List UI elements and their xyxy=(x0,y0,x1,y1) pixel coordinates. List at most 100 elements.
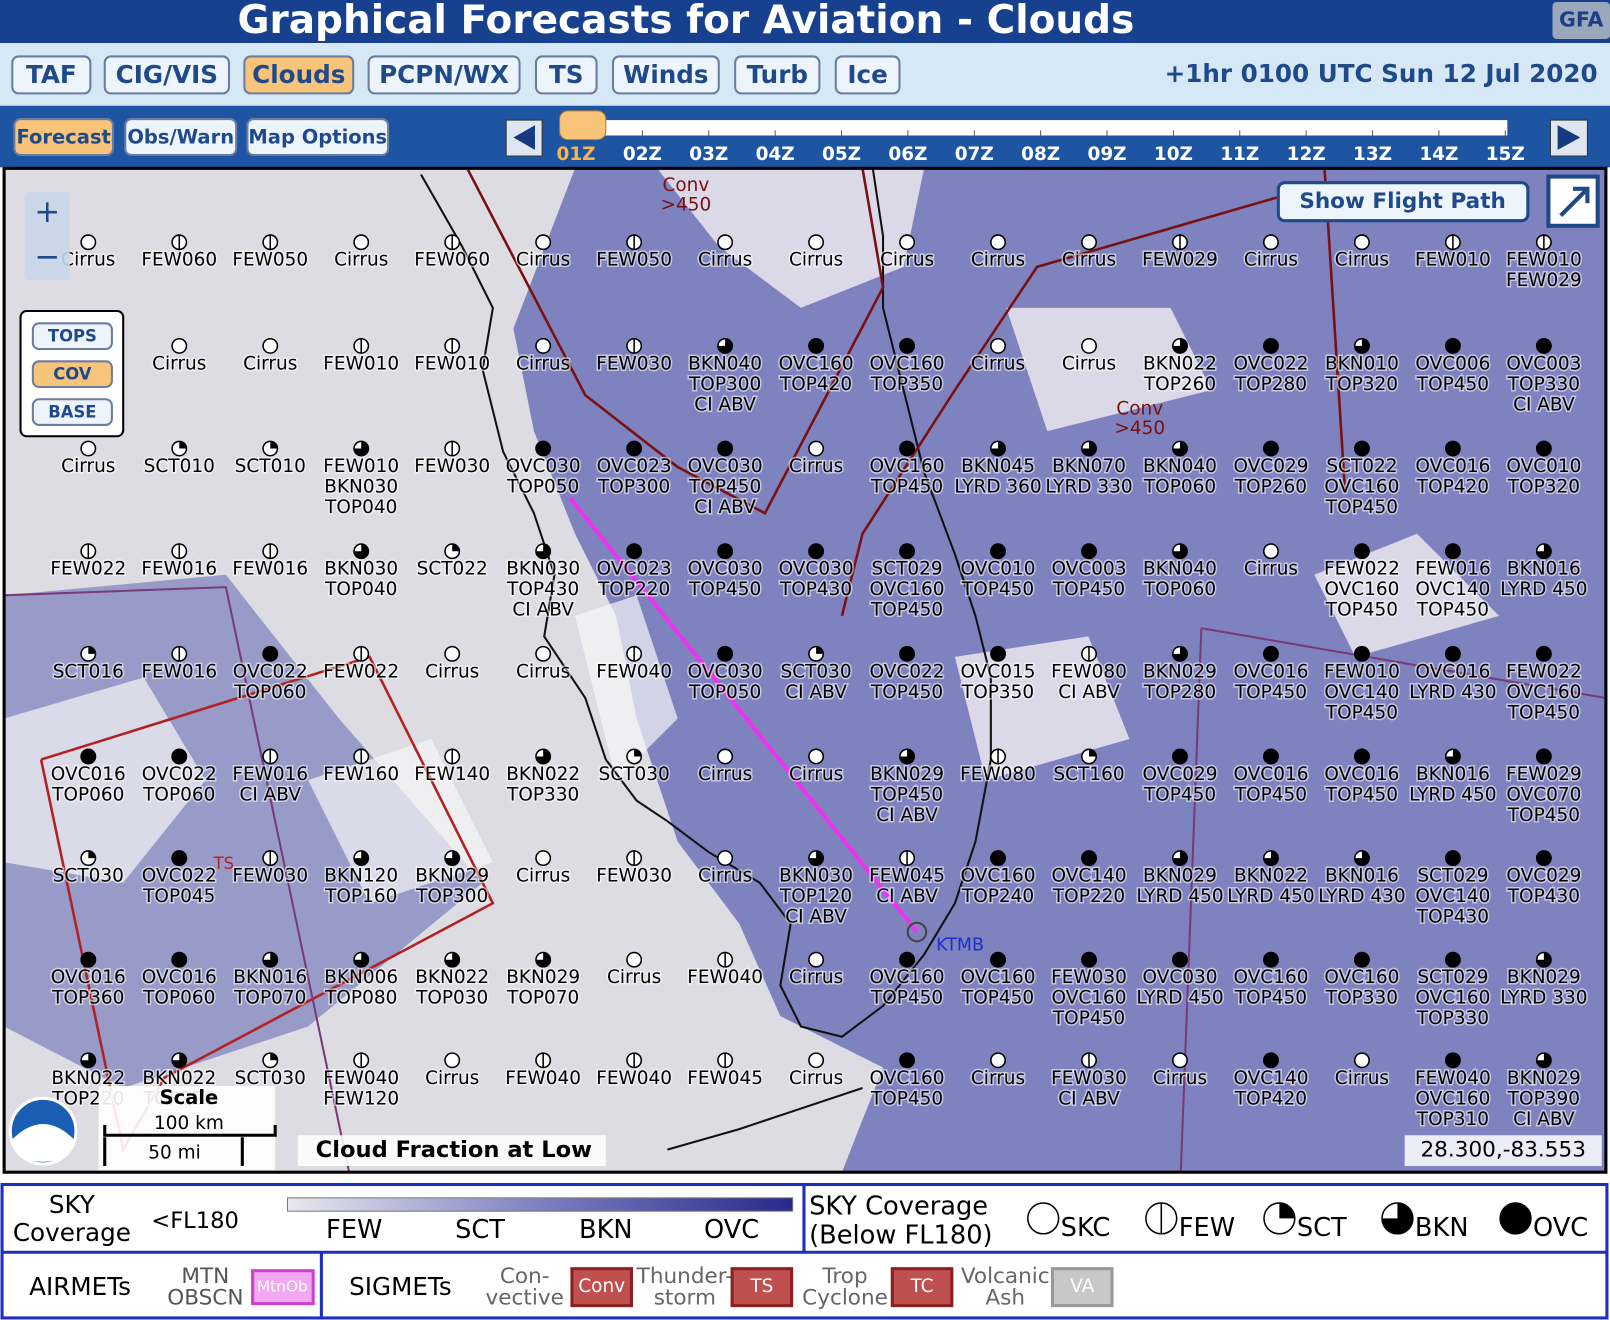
station-label: TOP430 xyxy=(779,579,852,600)
sky-symbol xyxy=(444,1052,461,1069)
station-label: TOP450 xyxy=(870,600,943,621)
sky-symbol-fill xyxy=(990,441,1006,456)
station-label: OVC160 xyxy=(870,1068,945,1089)
station-label: OVC030 xyxy=(688,456,763,477)
scale-mi-bar xyxy=(103,1137,244,1167)
station-label: OVC140 xyxy=(1052,866,1127,887)
sky-symbol-fill xyxy=(1445,749,1461,764)
subtab[interactable] xyxy=(246,118,390,157)
sky-symbol xyxy=(1444,1052,1461,1069)
station-label: OVC022 xyxy=(142,764,217,785)
station-label: OVC022 xyxy=(233,661,308,682)
station-label: CI ABV xyxy=(785,907,847,928)
conv-label: Conv xyxy=(662,175,709,196)
sky-symbol xyxy=(1262,951,1279,968)
tab[interactable] xyxy=(367,55,521,95)
timeline-handle[interactable] xyxy=(559,110,607,141)
scale-mi: 50 mi xyxy=(148,1143,201,1164)
station-label: TOP390 xyxy=(1507,1088,1580,1109)
sky-symbol xyxy=(899,337,916,354)
tab[interactable] xyxy=(243,55,355,95)
legend-sky-title: SKY xyxy=(49,1190,96,1219)
tab[interactable] xyxy=(534,55,598,95)
subtab-label: Obs/Warn xyxy=(127,126,234,149)
sky-symbol xyxy=(1262,1052,1279,1069)
sky-symbol xyxy=(1262,337,1279,354)
sky-symbol xyxy=(1353,234,1370,251)
station-label: LYRD 330 xyxy=(1045,477,1132,498)
sky-symbol xyxy=(808,234,825,251)
layer-button[interactable] xyxy=(31,322,113,351)
airport-marker xyxy=(906,921,928,943)
sky-symbol-fill xyxy=(88,850,96,859)
timeline-track[interactable] xyxy=(559,120,1508,136)
legend-fl: <FL180 xyxy=(151,1208,239,1234)
station-label: TOP310 xyxy=(1416,1109,1489,1130)
station-label: FEW120 xyxy=(323,1088,399,1109)
station-label: TOP300 xyxy=(415,886,488,907)
tab[interactable] xyxy=(11,55,92,95)
sky-symbol xyxy=(1535,748,1552,765)
flight-path-button[interactable] xyxy=(1276,181,1530,223)
sky-symbol-fill xyxy=(270,441,278,449)
sky-symbol xyxy=(808,748,825,765)
station-label: TOP450 xyxy=(961,988,1034,1009)
station-label: Cirrus xyxy=(61,456,115,477)
sky-symbol xyxy=(899,1052,916,1069)
station-label: BKN030 xyxy=(324,477,398,498)
sky-symbol xyxy=(1535,440,1552,457)
layer-button[interactable] xyxy=(31,398,113,426)
station-label: OVC006 xyxy=(1415,353,1490,374)
sky-symbol xyxy=(171,748,188,765)
tab[interactable] xyxy=(834,55,901,95)
tab-label: Winds xyxy=(623,60,708,89)
station-label: FEW040 xyxy=(505,1068,581,1089)
station-label: TOP450 xyxy=(961,579,1034,600)
sky-symbol xyxy=(717,645,734,662)
map[interactable]: Cirrus FEW060 FEW050 Cirrus FEW060 Cirrus FEW0… xyxy=(4,168,1606,1173)
sky-symbol-fill xyxy=(1279,1202,1295,1219)
sky-symbol xyxy=(990,1052,1006,1069)
station-label: OVC140 xyxy=(1233,1068,1308,1089)
gfa-badge[interactable] xyxy=(1552,2,1610,40)
tab[interactable] xyxy=(103,55,230,95)
station-label: Cirrus xyxy=(607,967,661,988)
station-label: TOP450 xyxy=(1234,682,1307,703)
station-label: CI ABV xyxy=(1058,682,1120,703)
station-label: OVC030 xyxy=(1142,967,1217,988)
fullscreen-icon[interactable] xyxy=(1546,174,1600,228)
timeline-label: 12Z xyxy=(1287,144,1326,165)
station-label: BKN029 xyxy=(1507,1068,1581,1089)
station-label: BKN029 xyxy=(506,967,580,988)
sky-symbol-fill xyxy=(179,441,187,449)
subtab[interactable] xyxy=(124,118,238,157)
station-label: BKN022 xyxy=(506,764,580,785)
station-label: OVC023 xyxy=(597,456,672,477)
sigmet-boundary xyxy=(466,168,1347,617)
sky-symbol xyxy=(626,951,643,968)
tab[interactable] xyxy=(611,55,720,95)
station-label: BKN029 xyxy=(1143,661,1217,682)
station-label: Cirrus xyxy=(516,661,570,682)
station-label: TOP350 xyxy=(961,682,1034,703)
page-title: Graphical Forecasts for Aviation - Cloud… xyxy=(237,0,1134,43)
timeline-label: 11Z xyxy=(1220,144,1259,165)
sky-symbol xyxy=(1353,440,1370,457)
sky-symbol-fill xyxy=(1536,544,1552,559)
tab[interactable] xyxy=(734,55,821,95)
station-label: TOP060 xyxy=(233,682,306,703)
sky-symbol xyxy=(444,645,461,662)
layer-button[interactable] xyxy=(31,360,113,388)
subtab[interactable] xyxy=(13,118,114,157)
station-label: TOP300 xyxy=(688,374,761,395)
station-label: CI ABV xyxy=(239,784,301,805)
sky-symbol xyxy=(808,337,825,354)
airmet-boundary xyxy=(4,586,1606,1173)
station-label: OVC016 xyxy=(1415,456,1490,477)
sky-symbol-fill xyxy=(717,338,733,354)
legend-sig-badge xyxy=(1050,1267,1114,1308)
station-label: TOP320 xyxy=(1507,477,1580,498)
gfa-badge-label: GFA xyxy=(1559,8,1604,32)
station-label: TOP120 xyxy=(779,886,852,907)
station-label: OVC029 xyxy=(1233,456,1308,477)
